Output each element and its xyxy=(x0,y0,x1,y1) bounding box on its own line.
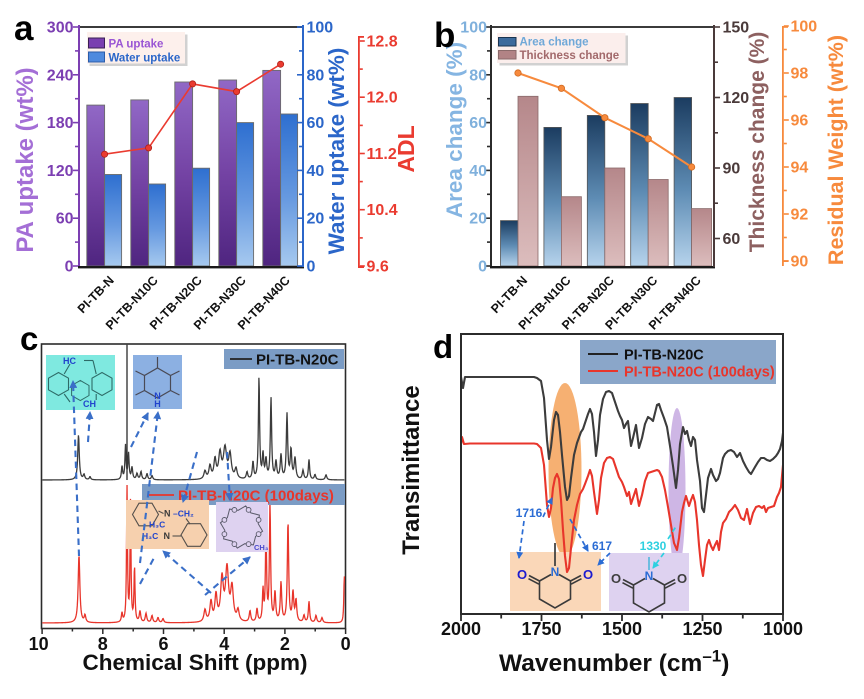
svg-text:240: 240 xyxy=(47,67,74,84)
svg-text:617: 617 xyxy=(592,539,612,553)
svg-text:9.6: 9.6 xyxy=(367,259,389,276)
svg-text:PI-TB-N: PI-TB-N xyxy=(75,273,117,316)
svg-text:90: 90 xyxy=(723,161,741,178)
svg-text:20: 20 xyxy=(469,211,487,228)
svg-text:Area change (%): Area change (%) xyxy=(442,42,467,218)
svg-text:90: 90 xyxy=(791,254,809,271)
svg-text:12.0: 12.0 xyxy=(367,90,398,107)
svg-text:100: 100 xyxy=(791,19,818,36)
svg-text:300: 300 xyxy=(47,20,74,37)
svg-text:120: 120 xyxy=(47,163,74,180)
svg-text:H₃C: H₃C xyxy=(149,520,165,530)
svg-text:10: 10 xyxy=(29,634,49,654)
svg-text:1500: 1500 xyxy=(602,619,642,639)
svg-text:12.8: 12.8 xyxy=(367,34,398,51)
svg-text:40: 40 xyxy=(469,163,487,180)
svg-text:Thickness change (%): Thickness change (%) xyxy=(746,32,769,253)
svg-text:60: 60 xyxy=(469,115,487,132)
svg-text:98: 98 xyxy=(791,66,809,83)
svg-text:120: 120 xyxy=(723,90,750,107)
svg-text:PA uptake: PA uptake xyxy=(109,39,164,51)
svg-text:1750: 1750 xyxy=(521,619,561,639)
svg-text:PI-TB-N20C: PI-TB-N20C xyxy=(256,352,339,369)
svg-text:H₃C: H₃C xyxy=(142,531,158,541)
svg-text:4: 4 xyxy=(219,634,229,654)
svg-text:60: 60 xyxy=(56,211,74,228)
svg-text:150: 150 xyxy=(723,20,750,37)
svg-text:1000: 1000 xyxy=(763,619,803,639)
svg-text:Chemical Shift (ppm): Chemical Shift (ppm) xyxy=(82,650,307,675)
svg-text:H: H xyxy=(154,399,161,409)
svg-text:Water uptake: Water uptake xyxy=(109,53,181,65)
svg-text:–CH₂: –CH₂ xyxy=(173,509,194,519)
svg-text:Area change: Area change xyxy=(520,37,589,49)
svg-text:2: 2 xyxy=(280,634,290,654)
svg-text:Transimittance: Transimittance xyxy=(398,385,425,554)
svg-text:60: 60 xyxy=(723,231,741,248)
svg-text:O: O xyxy=(517,567,527,582)
svg-text:0: 0 xyxy=(65,259,74,276)
svg-text:CH₃: CH₃ xyxy=(254,543,269,552)
svg-text:80: 80 xyxy=(469,67,487,84)
svg-text:CH: CH xyxy=(83,399,96,409)
svg-text:96: 96 xyxy=(791,113,809,130)
svg-text:20: 20 xyxy=(307,211,325,228)
svg-text:O: O xyxy=(611,571,621,586)
svg-text:1250: 1250 xyxy=(682,619,722,639)
svg-text:Wavenumber (cm–1): Wavenumber (cm–1) xyxy=(499,647,729,678)
svg-text:a: a xyxy=(14,9,34,48)
svg-text:1716: 1716 xyxy=(516,506,543,520)
svg-text:1330: 1330 xyxy=(640,539,667,553)
svg-text:10.4: 10.4 xyxy=(367,202,398,219)
svg-text:N: N xyxy=(164,531,171,541)
svg-text:40: 40 xyxy=(307,163,325,180)
svg-text:92: 92 xyxy=(791,207,809,224)
svg-text:8: 8 xyxy=(98,634,108,654)
svg-text:80: 80 xyxy=(307,67,325,84)
svg-text:N: N xyxy=(164,509,171,519)
svg-text:2000: 2000 xyxy=(441,619,481,639)
svg-text:ADL: ADL xyxy=(393,125,419,172)
svg-text:PA uptake (wt%): PA uptake (wt%) xyxy=(12,67,39,252)
svg-text:N: N xyxy=(154,391,161,401)
svg-text:0: 0 xyxy=(341,634,351,654)
svg-text:b: b xyxy=(434,16,455,55)
svg-text:60: 60 xyxy=(307,115,325,132)
svg-text:N: N xyxy=(645,569,654,583)
svg-text:O: O xyxy=(583,567,593,582)
svg-text:PI-TB-N: PI-TB-N xyxy=(488,273,530,316)
svg-text:Residual Weight (wt%): Residual Weight (wt%) xyxy=(824,35,848,265)
svg-text:c: c xyxy=(20,320,38,357)
svg-text:PI-TB-N20C: PI-TB-N20C xyxy=(624,348,704,364)
svg-text:Thickness change: Thickness change xyxy=(520,50,620,62)
svg-text:O: O xyxy=(677,571,687,586)
svg-text:180: 180 xyxy=(47,115,74,132)
svg-text:0: 0 xyxy=(307,259,316,276)
svg-text:100: 100 xyxy=(307,20,334,37)
svg-text:6: 6 xyxy=(158,634,168,654)
svg-text:d: d xyxy=(433,328,453,365)
svg-text:11.2: 11.2 xyxy=(367,146,397,163)
svg-text:94: 94 xyxy=(791,160,809,177)
svg-text:N: N xyxy=(551,565,560,579)
svg-text:PI-TB-N20C (100days): PI-TB-N20C (100days) xyxy=(178,488,334,505)
svg-text:100: 100 xyxy=(460,20,487,37)
svg-text:0: 0 xyxy=(478,259,487,276)
svg-text:Water uptake (wt%): Water uptake (wt%) xyxy=(324,48,349,255)
svg-text:PI-TB-N20C (100days): PI-TB-N20C (100days) xyxy=(624,365,775,381)
svg-text:HC: HC xyxy=(63,356,76,366)
